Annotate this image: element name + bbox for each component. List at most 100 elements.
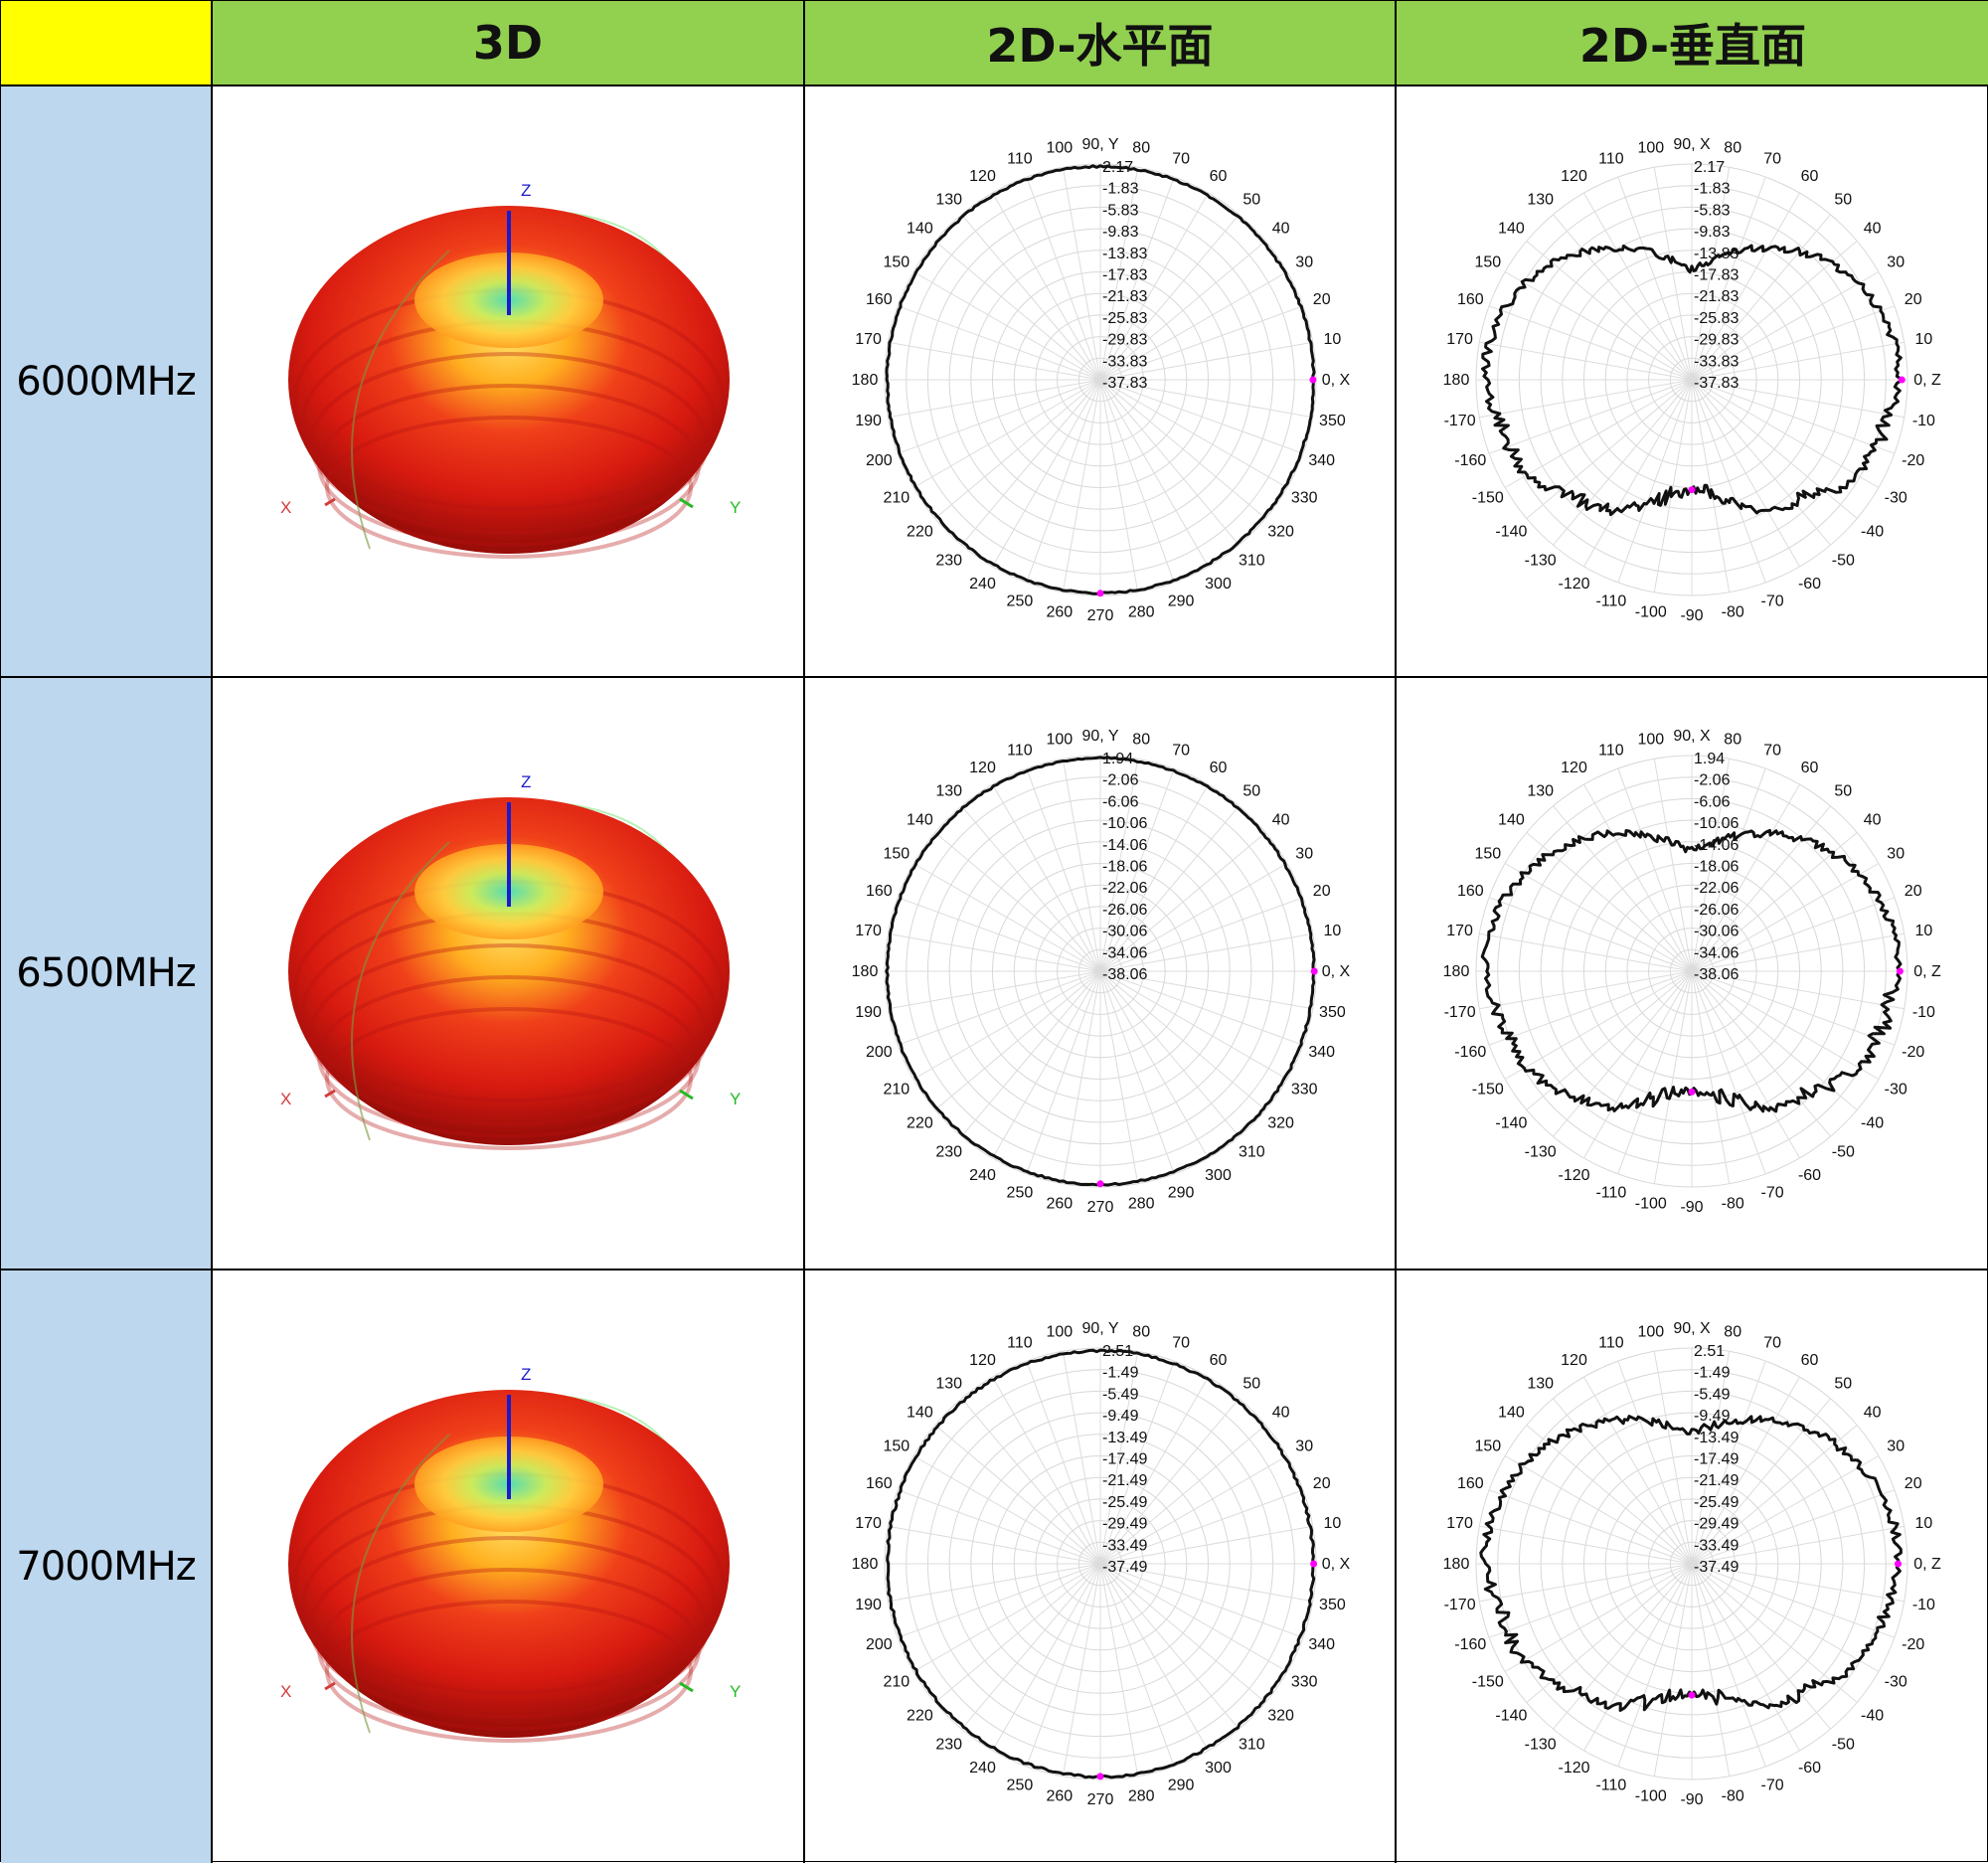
grid-spoke [1691,1398,1831,1565]
angle-tick-label: 70 [1172,150,1190,167]
angle-tick-label: 60 [1210,1352,1228,1369]
grid-spoke [1488,897,1693,972]
grid-spoke [1691,379,1896,454]
angle-tick-label: 50 [1834,191,1852,208]
grid-spoke [1553,1563,1693,1730]
grid-spoke [897,897,1101,972]
grid-spoke [897,379,1101,454]
angle-tick-label: -110 [1595,1778,1626,1794]
angle-tick-label: -80 [1722,1195,1744,1212]
header-horizontal: 2D-水平面 [805,1,1397,86]
grid-spoke [1099,970,1175,1175]
grid-spoke [1691,1455,1880,1565]
angle-tick-label: 260 [1046,1195,1073,1212]
grid-spoke [1691,379,1831,546]
angle-tick-label: 80 [1132,140,1150,157]
angle-tick-label: 40 [1864,812,1882,829]
angle-tick-label: 250 [1007,1778,1034,1794]
angle-tick-label: 10 [1324,331,1342,348]
angle-tick-label: 30 [1295,1439,1313,1455]
z-axis-label: Z [521,772,531,791]
grid-spoke [1691,970,1800,1159]
angle-tick-label: 130 [935,1375,962,1392]
angle-tick-label: 350 [1319,1597,1346,1613]
radial-tick-label: -6.06 [1694,793,1731,810]
grid-spoke [1099,863,1288,972]
radial-tick-label: -34.06 [1694,944,1739,961]
radial-tick-label: -5.49 [1102,1386,1139,1403]
angle-tick-label: 10 [1915,331,1933,348]
grid-spoke [1691,1563,1905,1603]
grid-spoke [1026,1563,1101,1768]
grid-spoke [1099,192,1209,381]
grid-spoke [934,1425,1101,1565]
angle-tick-label: 310 [1239,1737,1265,1754]
grid-spoke [912,863,1101,972]
grid-spoke [1099,783,1209,972]
angle-tick-label: -160 [1454,452,1486,469]
pattern-trace [886,1348,1316,1779]
angle-tick-label: 30 [1295,254,1313,271]
grid-spoke [1617,767,1693,972]
angle-tick-label: 200 [866,452,893,469]
angle-tick-label: 160 [866,291,893,308]
radial-tick-label: -33.49 [1102,1537,1147,1554]
angle-tick-label: 60 [1210,760,1228,776]
grid-spoke [1504,1563,1693,1672]
grid-spoke [1691,1563,1800,1752]
marker-dot [1310,1560,1318,1568]
angle-tick-label: 70 [1763,742,1781,759]
grid-spoke [1653,1563,1693,1777]
radial-tick-label: -33.83 [1694,353,1739,370]
z-axis-label: Z [521,1365,531,1384]
angle-tick-label: -20 [1902,1044,1924,1061]
angle-tick-label: 150 [883,254,910,271]
grid-spoke [961,805,1101,972]
angle-tick-label: 270 [1087,1791,1114,1808]
grid-spoke [1099,970,1139,1184]
grid-spoke [1062,167,1101,381]
grid-spoke [1691,271,1880,381]
angle-tick-label: 100 [1637,732,1664,749]
angle-tick-label: 240 [969,576,996,593]
grid-spoke [1099,1351,1139,1565]
grid-spoke [1062,379,1101,593]
grid-spoke [1617,970,1693,1175]
torus-band [309,352,709,535]
angle-tick-label: 300 [1205,1760,1232,1777]
grid-spoke [1099,241,1266,381]
grid-spoke [1553,379,1693,546]
grid-spoke [888,379,1101,419]
angle-tick-label: 10 [1915,923,1933,939]
angle-tick-label: 160 [1457,1475,1484,1492]
grid-spoke [1099,341,1313,381]
angle-tick-label: 100 [1046,140,1073,157]
angle-tick-label: -130 [1525,1737,1557,1754]
grid-spoke [1099,1563,1175,1768]
radial-tick-label: -13.83 [1102,246,1147,262]
angle-tick-label: -40 [1861,1707,1884,1724]
angle-tick-label: 0, X [1322,963,1351,980]
marker-dot [1096,1773,1104,1780]
torus-band [325,416,693,559]
radial-tick-label: -25.49 [1694,1494,1739,1511]
grid-spoke [1583,783,1693,972]
header-vertical: 2D-垂直面 [1397,1,1988,86]
grid-spoke [1691,379,1858,519]
grid-spoke [1691,1563,1896,1638]
angle-tick-label: 20 [1905,883,1922,900]
radial-tick-label: -37.83 [1694,375,1739,392]
radial-tick-label: -5.83 [1102,202,1139,219]
marker-dot [1096,1180,1104,1188]
grid-spoke [1553,970,1693,1137]
polar-plot-horizontal: 0, X 10 20 30 40 50 60 70 80 90, Y 100 110 120 130140… [852,1320,1351,1808]
angle-tick-label: -70 [1761,1778,1784,1794]
angle-tick-label: 60 [1801,760,1819,776]
angle-tick-label: 240 [969,1167,996,1184]
grid-spoke [1099,970,1209,1159]
marker-dot [1896,967,1904,975]
angle-tick-label: 210 [883,490,910,507]
angle-tick-label: 140 [1498,812,1525,829]
grid-spoke [1099,379,1209,568]
angle-tick-label: -60 [1798,576,1821,593]
